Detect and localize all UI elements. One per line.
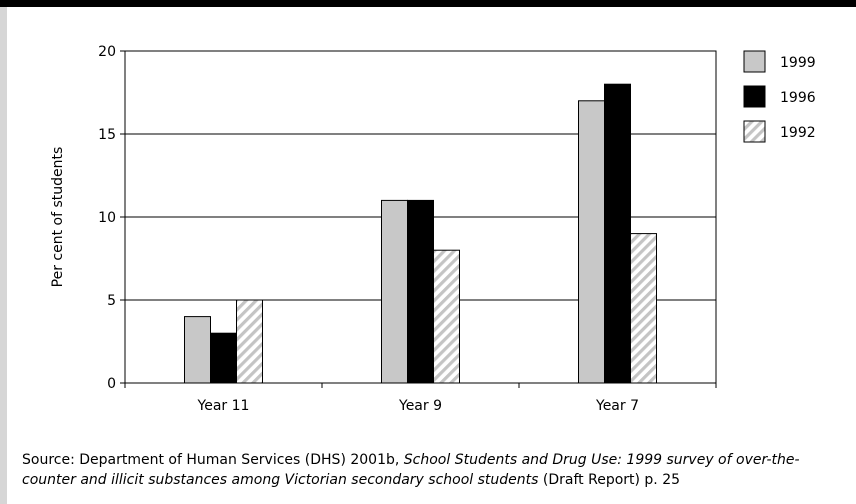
- legend-swatch-1996: [743, 85, 766, 108]
- source-note: Source: Department of Human Services (DH…: [22, 450, 842, 490]
- y-tick-label: 20: [98, 44, 116, 60]
- top-border-bar: [0, 0, 856, 7]
- y-axis-title: Per cent of students: [50, 147, 66, 288]
- source-suffix: (Draft Report) p. 25: [538, 472, 681, 488]
- bar-1996-year-11: [210, 332, 237, 384]
- legend-swatch-1999: [743, 50, 766, 73]
- axes: 0 5 10 15 20 Year 11 Year 9 Year 7: [98, 44, 717, 414]
- source-title: School Students and Drug Use: 1999 surve…: [22, 452, 800, 488]
- bars: [184, 83, 657, 384]
- y-tick-label: 15: [98, 127, 116, 143]
- y-tick-label: 10: [98, 210, 116, 226]
- bar-1996-year-9: [407, 199, 434, 384]
- bar-1999-year-9: [381, 199, 408, 384]
- bar-1999-year-7: [578, 100, 605, 384]
- legend-label-1992: 1992: [780, 125, 816, 141]
- x-category-label: Year 7: [595, 398, 639, 414]
- x-category-label: Year 9: [398, 398, 442, 414]
- legend-label-1999: 1999: [780, 55, 816, 71]
- legend: 1999 1996 1992: [743, 50, 816, 143]
- bar-1992-year-11: [236, 299, 263, 384]
- bar-1992-year-7: [630, 233, 657, 384]
- y-tick-label: 5: [107, 293, 116, 309]
- bar-1992-year-9: [433, 249, 460, 384]
- left-border-rule: [0, 7, 7, 504]
- bar-chart: 0 5 10 15 20 Year 11 Year 9 Year 7 1999 1996 1992…: [50, 44, 816, 414]
- legend-label-1996: 1996: [780, 90, 816, 106]
- plot-frame: [124, 50, 717, 384]
- x-category-label: Year 11: [197, 398, 250, 414]
- legend-swatch-1992: [743, 120, 766, 143]
- bar-1996-year-7: [604, 83, 631, 384]
- bar-1999-year-11: [184, 316, 211, 384]
- source-prefix: Source: Department of Human Services (DH…: [22, 452, 404, 468]
- y-tick-label: 0: [107, 376, 116, 392]
